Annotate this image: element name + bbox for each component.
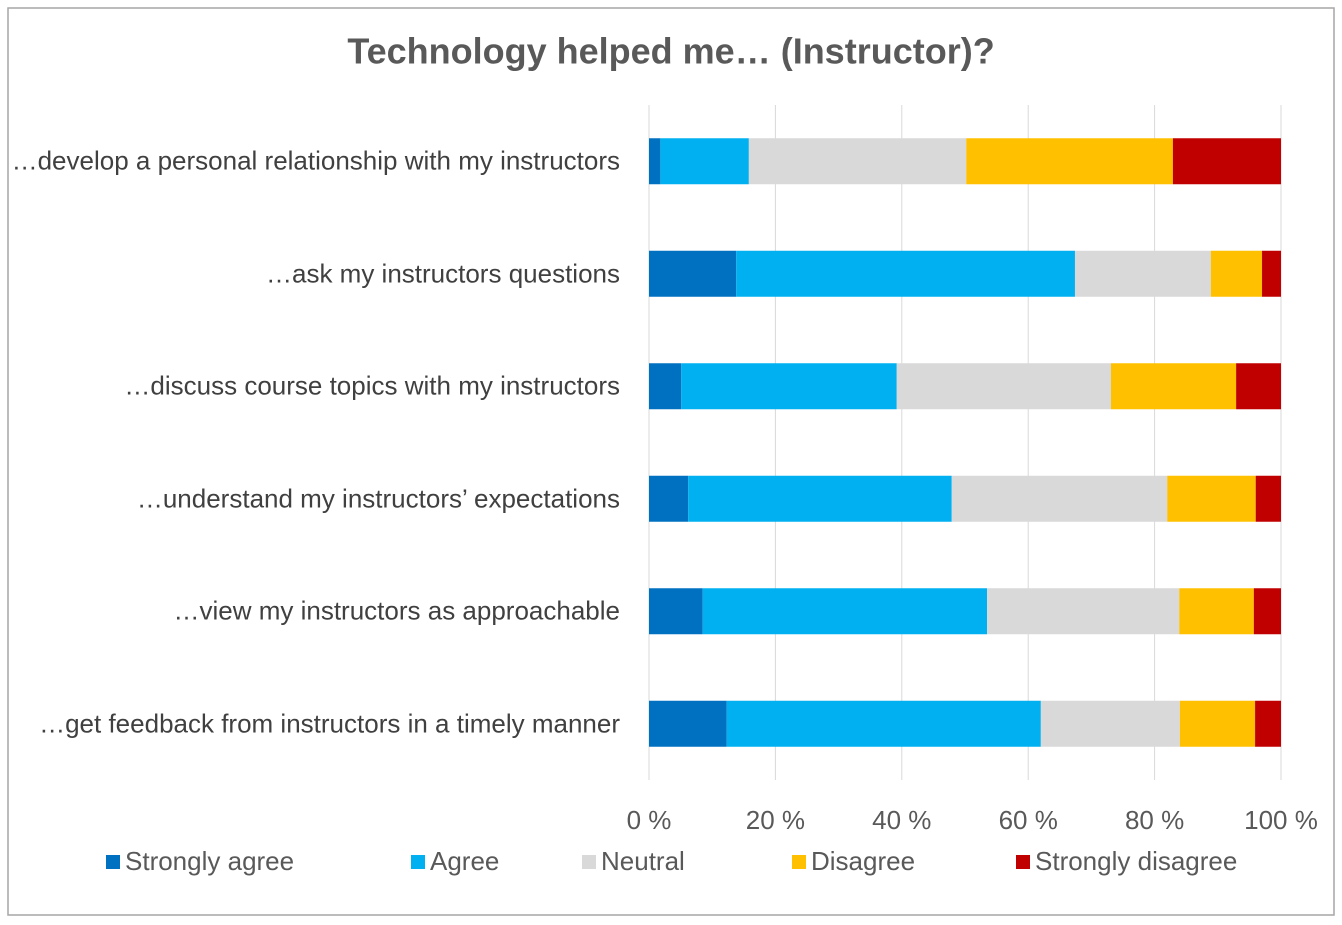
- bar-segment: [1262, 250, 1281, 297]
- legend-label: Neutral: [601, 846, 685, 876]
- bar-segment: [736, 250, 1075, 297]
- y-tick-label: …develop a personal relationship with my…: [11, 145, 620, 176]
- bar-segment: [1253, 588, 1281, 635]
- legend-swatch: [106, 855, 120, 869]
- bar-segment: [966, 138, 1173, 185]
- bar-segment: [1255, 700, 1281, 747]
- legend-label: Agree: [430, 846, 499, 876]
- bar-segment: [1236, 363, 1281, 410]
- legend-swatch: [582, 855, 596, 869]
- bar-segment: [649, 700, 727, 747]
- bar-segment: [1110, 363, 1237, 410]
- y-tick-label: …understand my instructors’ expectations: [136, 483, 620, 514]
- bar-segment: [1074, 250, 1211, 297]
- bar-segment: [1179, 588, 1254, 635]
- legend-label: Disagree: [811, 846, 915, 876]
- bar-segment: [649, 363, 682, 410]
- bar-segment: [1167, 475, 1256, 522]
- x-tick-label: 40 %: [872, 805, 931, 835]
- x-tick-label: 0 %: [627, 805, 672, 835]
- bar-segment: [1255, 475, 1281, 522]
- bar-segment: [649, 138, 661, 185]
- x-tick-label: 100 %: [1244, 805, 1318, 835]
- x-tick-label: 80 %: [1125, 805, 1184, 835]
- bar-segment: [649, 475, 689, 522]
- y-tick-label: …view my instructors as approachable: [173, 595, 620, 626]
- bar-segment: [1172, 138, 1281, 185]
- bar-segment: [748, 138, 967, 185]
- bar-segment: [1040, 700, 1180, 747]
- chart-title: Technology helped me… (Instructor)?: [347, 31, 994, 72]
- bar-segment: [951, 475, 1168, 522]
- x-tick-label: 60 %: [999, 805, 1058, 835]
- bar-segment: [1210, 250, 1263, 297]
- legend-swatch: [411, 855, 425, 869]
- bar-segment: [649, 250, 737, 297]
- bar-segment: [1179, 700, 1256, 747]
- bar-segment: [681, 363, 897, 410]
- bar-segment: [896, 363, 1111, 410]
- legend-label: Strongly disagree: [1035, 846, 1237, 876]
- legend-swatch: [1016, 855, 1030, 869]
- bar-segment: [688, 475, 952, 522]
- legend-swatch: [792, 855, 806, 869]
- bar-segment: [660, 138, 749, 185]
- bar-segment: [649, 588, 703, 635]
- x-tick-label: 20 %: [746, 805, 805, 835]
- y-tick-label: …discuss course topics with my instructo…: [124, 370, 620, 401]
- bar-segment: [702, 588, 988, 635]
- y-tick-label: …ask my instructors questions: [265, 258, 620, 289]
- bar-segment: [726, 700, 1041, 747]
- legend-label: Strongly agree: [125, 846, 294, 876]
- y-tick-label: …get feedback from instructors in a time…: [39, 708, 620, 739]
- bar-segment: [987, 588, 1180, 635]
